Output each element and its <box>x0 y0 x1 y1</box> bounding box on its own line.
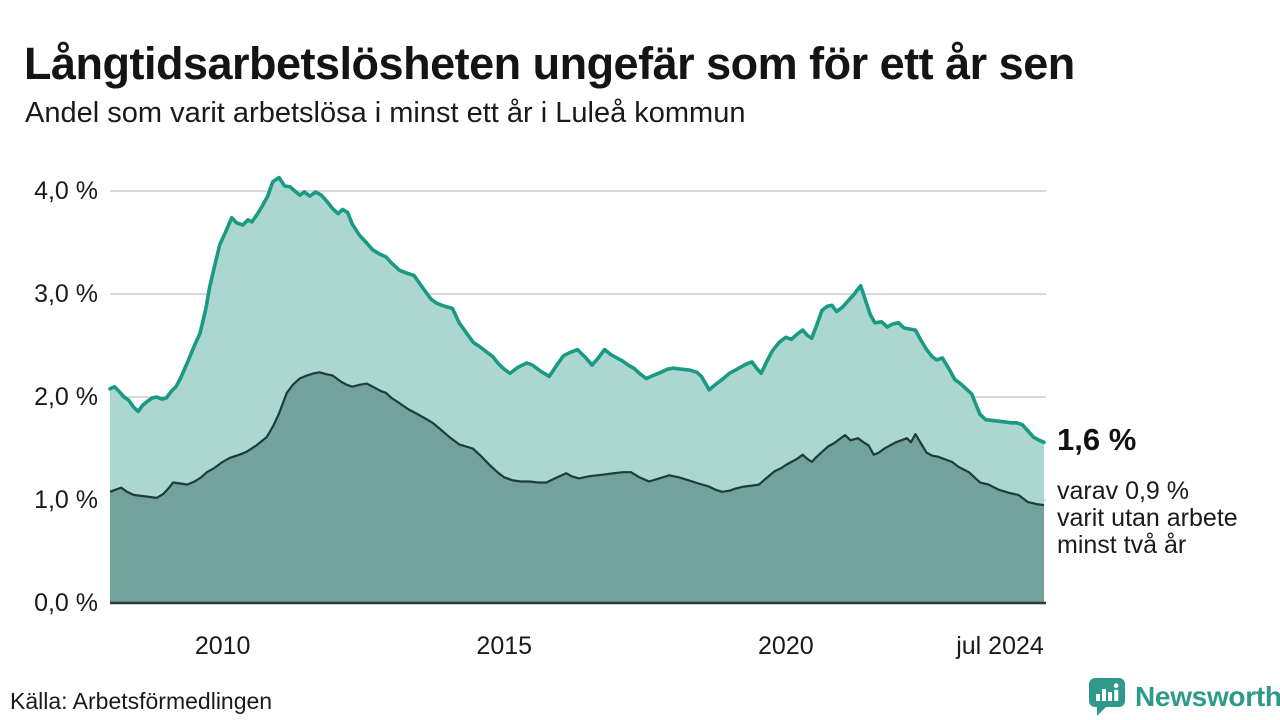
end-value-note-line: varav 0,9 % <box>1057 477 1190 505</box>
y-axis-tick-label: 1,0 % <box>34 486 98 514</box>
end-value-note: varav 0,9 % varit utan arbete minst två … <box>1057 478 1238 559</box>
line-unemployed-2yr <box>109 371 1045 507</box>
y-axis-tick-label: 2,0 % <box>34 383 98 411</box>
x-axis-tick-label: 2015 <box>476 632 533 660</box>
end-value-note-line: minst två år <box>1057 531 1187 559</box>
end-value-label: 1,6 % <box>1057 422 1137 457</box>
y-axis-tick-label: 3,0 % <box>34 280 98 308</box>
x-axis-tick-label: 2020 <box>758 632 814 660</box>
end-value-annotation: 1,6 % varav 0,9 % varit utan arbete mins… <box>1057 424 1238 559</box>
y-axis-tick-label: 0,0 % <box>34 589 98 617</box>
end-value-note-line: varit utan arbete <box>1057 504 1238 532</box>
line-unemployed-1yr <box>108 175 1046 445</box>
chart-subtitle: Andel som varit arbetslösa i minst ett å… <box>25 97 746 129</box>
y-axis-tick-label: 4,0 % <box>34 177 98 205</box>
page-title: Långtidsarbetslösheten ungefär som för e… <box>24 38 1075 90</box>
source-note: Källa: Arbetsförmedlingen <box>10 688 273 714</box>
newsworthy-logo: Newsworthy <box>1088 677 1280 717</box>
newsworthy-logo-icon <box>1089 678 1125 716</box>
x-axis-tick-label: jul 2024 <box>956 632 1044 660</box>
newsworthy-logo-text: Newsworthy <box>1135 681 1280 712</box>
area-unemployed-2yr <box>110 372 1044 603</box>
x-axis-tick-label: 2010 <box>194 632 251 660</box>
